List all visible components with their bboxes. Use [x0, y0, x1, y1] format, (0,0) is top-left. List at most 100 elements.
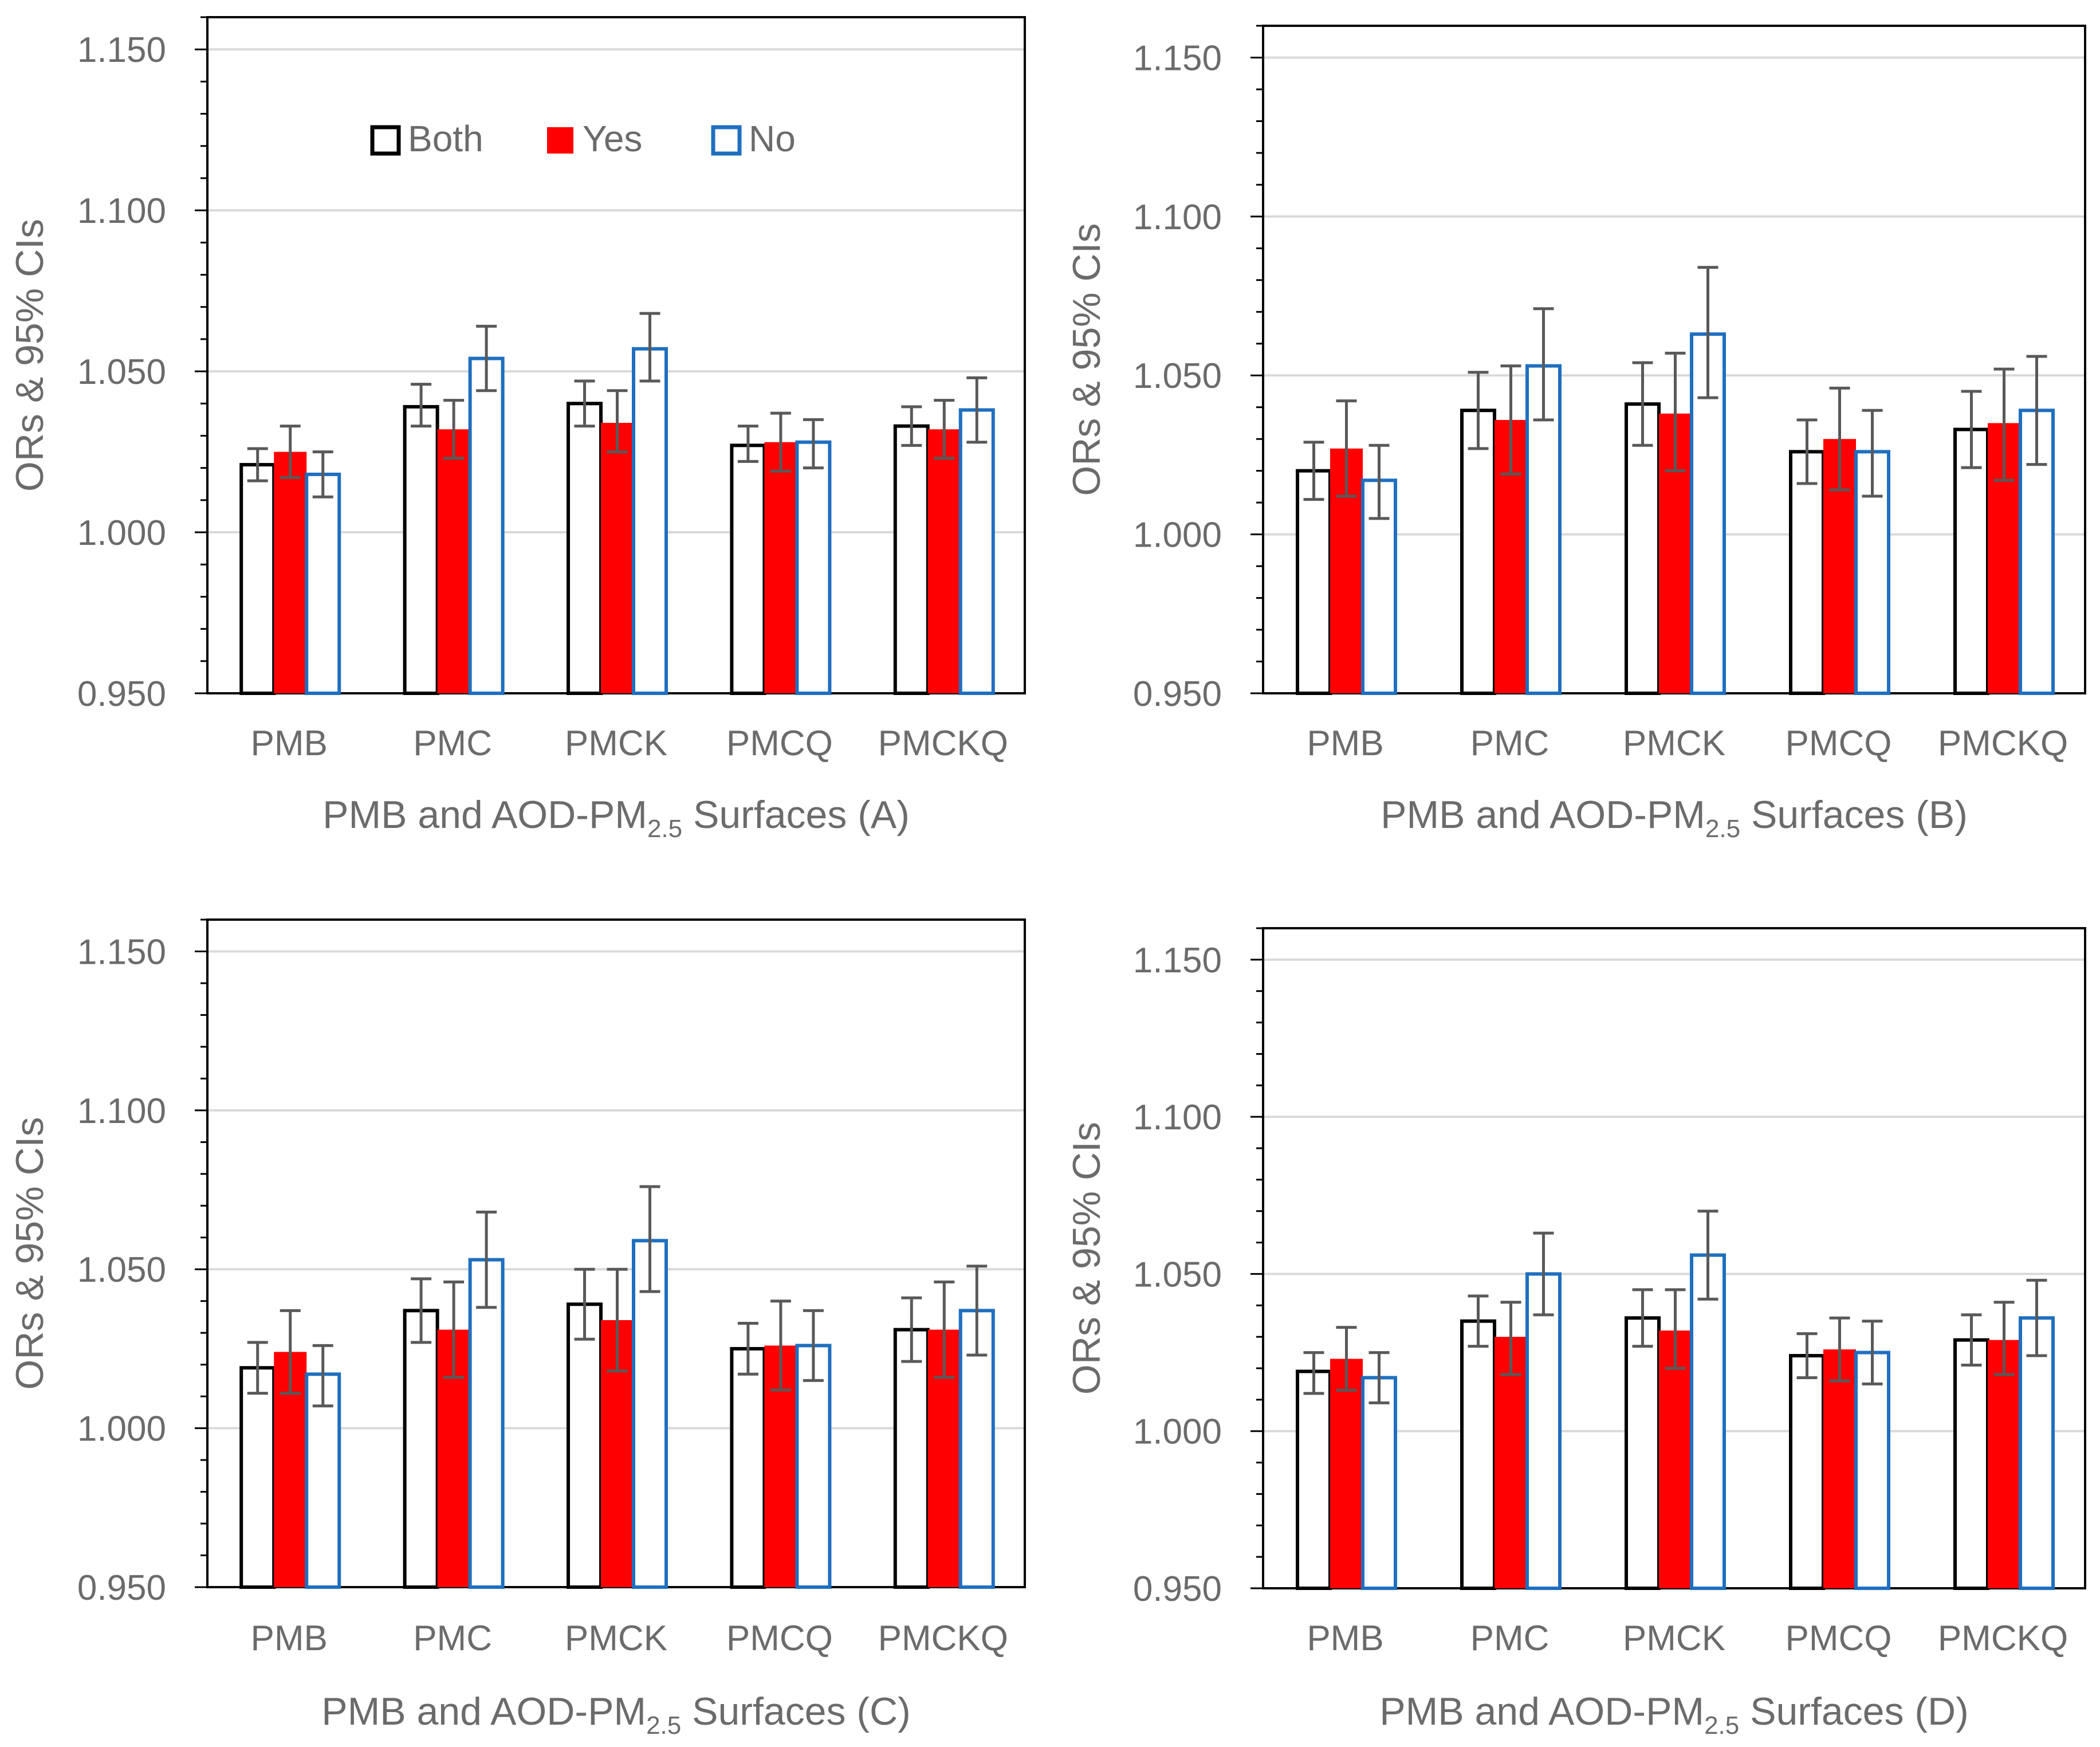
bar-both-pmck [1625, 1316, 1661, 1590]
y-tick-label: 1.100 [77, 191, 166, 231]
error-bar-both-pmckq [901, 405, 922, 447]
legend-swatch-both [370, 125, 401, 156]
y-tick-label: 1.000 [77, 1410, 166, 1449]
error-bar-yes-pmckq [1993, 1301, 2015, 1376]
x-tick-label: PMC [413, 1619, 492, 1658]
y-tick-label: 1.150 [77, 30, 166, 70]
bar-yes-pmck [601, 423, 634, 693]
x-axis-title: PMB and AOD-PM2.5 Surfaces (A) [323, 793, 910, 843]
y-tick-label: 0.950 [1133, 1569, 1222, 1609]
y-tick-label: 1.000 [1133, 1412, 1222, 1452]
x-tick-label: PMCKQ [878, 724, 1008, 763]
y-tick-label: 0.950 [77, 674, 166, 714]
legend: Both Yes No [370, 118, 796, 159]
x-tick-label: PMC [1470, 724, 1550, 763]
error-bar-both-pmb [1303, 1351, 1324, 1395]
error-bar-both-pmb [1303, 441, 1324, 501]
error-bar-no-pmb [312, 1344, 333, 1408]
bar-no-pmck [632, 347, 668, 695]
bar-both-pmcq [1789, 1354, 1825, 1590]
chart-panel-d: 0.950 1.000 1.050 1.100 1.150 PMB PMC PMCK PMCQ P… [1065, 927, 2086, 1740]
bar-no-pmcq [795, 1344, 832, 1589]
error-bar-both-pmckq [1961, 390, 1982, 469]
legend-label-both: Both [408, 118, 483, 159]
x-axis-title: PMB and AOD-PM2.5 Surfaces (C) [321, 1690, 911, 1740]
y-tick-label: 0.950 [77, 1568, 166, 1608]
x-tick-label: PMB [1307, 1619, 1383, 1658]
error-bar-no-pmckq [966, 376, 988, 444]
legend-swatch-no [711, 125, 742, 156]
error-bar-yes-pmb [1336, 399, 1357, 498]
bar-both-pmcq [730, 443, 766, 695]
error-bar-yes-pmc [443, 399, 465, 460]
x-tick-label: PMCQ [1786, 724, 1892, 763]
y-tick-label: 1.100 [1133, 1098, 1222, 1137]
y-tick-label: 1.100 [1133, 198, 1222, 237]
error-bar-both-pmckq [901, 1296, 922, 1363]
x-tick-label: PMC [413, 724, 492, 763]
y-axis-title: ORs & 95% CIs [8, 219, 52, 492]
y-tick-label: 1.000 [77, 513, 166, 553]
error-bar-both-pmc [1468, 1294, 1489, 1348]
bar-no-pmck [1690, 1253, 1726, 1591]
error-bar-no-pmck [1697, 266, 1718, 399]
chart-panel-a: 0.950 1.000 1.050 1.100 1.150 PMB PMC PMCK PMCQ P… [8, 16, 1026, 843]
error-bar-both-pmcq [1796, 418, 1818, 485]
x-tick-label: PMB [1307, 724, 1383, 763]
bar-yes-pmc [437, 429, 470, 693]
bar-both-pmb [1296, 469, 1332, 696]
bar-yes-pmc [1495, 1337, 1527, 1588]
error-bar-both-pmc [411, 383, 432, 428]
bar-no-pmc [1525, 1272, 1562, 1590]
error-bar-yes-pmc [443, 1280, 465, 1379]
y-tick-label: 1.050 [1133, 1255, 1222, 1294]
legend-label-yes: Yes [583, 118, 642, 159]
legend-swatch-yes [547, 127, 573, 154]
bar-both-pmcq [730, 1346, 766, 1589]
y-tick-label: 1.000 [1133, 516, 1222, 555]
x-tick-label: PMCQ [1786, 1619, 1892, 1658]
bar-yes-pmckq [1988, 1340, 2020, 1588]
y-tick-label: 1.050 [1133, 356, 1222, 396]
y-tick-label: 1.150 [1133, 941, 1222, 980]
x-tick-label: PMCK [565, 1619, 667, 1658]
bar-no-pmckq [958, 408, 995, 695]
error-bar-no-pmcq [803, 418, 824, 470]
error-bar-yes-pmckq [1993, 367, 2015, 482]
bar-both-pmb [1296, 1369, 1332, 1590]
error-bar-no-pmc [476, 324, 497, 392]
x-tick-label: PMCK [565, 724, 667, 763]
bar-yes-pmb [274, 452, 307, 693]
error-bar-no-pmcq [803, 1309, 824, 1382]
x-tick-label: PMCK [1623, 724, 1725, 763]
error-bar-yes-pmb [280, 425, 301, 480]
chart-panel-b: 0.950 1.000 1.050 1.100 1.150 PMB PMC PMCK PMCQ P… [1065, 25, 2086, 843]
bar-both-pmck [567, 402, 603, 695]
bar-both-pmckq [893, 424, 930, 695]
error-bar-both-pmc [411, 1277, 432, 1344]
error-bar-yes-pmc [1500, 364, 1521, 476]
error-bar-no-pmck [1697, 1210, 1718, 1301]
bar-both-pmck [1625, 402, 1661, 696]
error-bar-both-pmckq [1961, 1313, 1982, 1367]
x-tick-label: PMC [1470, 1619, 1550, 1658]
error-bar-yes-pmb [1336, 1326, 1357, 1392]
y-axis-title: ORs & 95% CIs [1065, 223, 1108, 496]
x-tick-label: PMB [251, 724, 328, 763]
error-bar-both-pmb [247, 447, 268, 482]
error-bar-both-pmc [1468, 371, 1489, 450]
error-bar-no-pmb [1368, 1351, 1390, 1404]
error-bar-no-pmb [312, 450, 333, 498]
x-tick-label: PMCKQ [1938, 724, 2068, 763]
bar-both-pmckq [893, 1328, 930, 1589]
error-bar-both-pmck [574, 379, 595, 428]
bar-no-pmcq [1854, 1351, 1890, 1591]
error-bar-yes-pmck [1665, 1288, 1686, 1370]
error-bar-no-pmc [1533, 1231, 1554, 1317]
chart-panel-c: 0.950 1.000 1.050 1.100 1.150 PMB PMC PMCK PMCQ P… [8, 918, 1026, 1740]
error-bar-yes-pmcq [770, 411, 791, 473]
error-bar-no-pmcq [1862, 409, 1883, 498]
y-axis-title: ORs & 95% CIs [1065, 1122, 1108, 1395]
y-tick-label: 1.050 [77, 1250, 166, 1290]
